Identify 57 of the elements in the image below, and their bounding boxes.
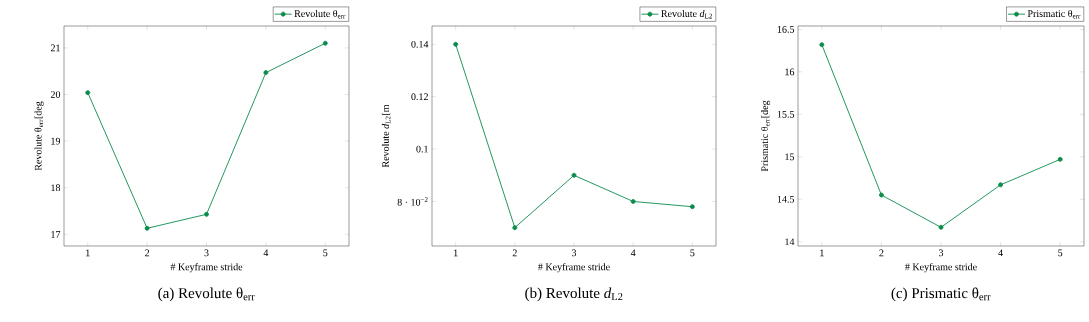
y-axis-title: Revolute θ$_{err}$[deg [34,101,44,171]
point [453,41,459,47]
y-tick-label: 0.12 [411,93,428,101]
legend-label: Prismatic θ$_{err}$ [1027,9,1081,19]
x-tick-label: 1 [820,249,824,257]
text: (b) Revolute d$_{L2}$ [525,287,623,302]
x-tick-label: 2 [512,249,517,257]
point [571,172,577,178]
x-tick-label: 4 [630,249,636,257]
point [630,199,636,204]
point [878,192,884,198]
point [144,225,150,231]
y-tick-label: 14.5 [777,195,795,203]
point [819,42,825,48]
x-axis-title: # Keyframe stride [905,263,977,273]
x-tick-label: 3 [571,249,577,257]
legend-label: Revolute θ$_{err}$ [294,9,346,19]
y-tick-label: 16.5 [777,26,795,33]
y-tick-label: 16 [785,68,795,76]
point [322,40,328,46]
x-tick-label: 3 [938,249,944,257]
point [204,211,209,217]
text: (a) Revolute θ$_{err}$ [158,287,255,302]
y-tick-label: 18 [51,184,61,192]
y-tick-label: 0.14 [411,40,429,48]
x-tick-label: 5 [323,249,328,257]
legend-label: Revolute d$_{L2}$ [661,9,712,19]
y-axis-title: Prismatic θ$_{err}$[deg [760,100,771,172]
point [1057,156,1063,162]
y-tick-label: 14 [785,238,795,246]
x-tick-label: 4 [263,249,269,257]
y-tick-label: 20 [50,91,61,98]
y-tick-label: 15 [785,153,795,161]
y-tick-label: 0.1 [416,145,428,153]
point [938,224,944,230]
y-tick-label: 8 · 10$^{−2}$ [397,197,428,206]
point [512,225,518,231]
y-tick-label: 17 [51,231,61,238]
x-axis-title: # Keyframe stride [538,263,610,273]
y-tick-label: 15.5 [777,110,795,118]
x-tick-label: 1 [86,249,90,257]
x-tick-label: 1 [454,249,458,257]
x-tick-label: 2 [145,249,150,257]
point [263,70,269,76]
y-tick-label: 21 [50,44,60,52]
x-axis-title: # Keyframe stride [170,263,243,273]
text: (c) Prismatic θ$_{err}$ [891,287,991,302]
x-tick-label: 3 [204,249,209,257]
point [85,90,91,96]
y-axis-title: Revolute d$_{L2}$[m [381,104,391,168]
x-tick-label: 5 [1058,249,1063,257]
point [689,204,695,210]
x-tick-label: 4 [998,249,1003,257]
x-tick-label: 2 [879,249,884,257]
y-tick-label: 19 [51,137,61,145]
point [998,182,1004,188]
x-tick-label: 5 [690,249,695,257]
